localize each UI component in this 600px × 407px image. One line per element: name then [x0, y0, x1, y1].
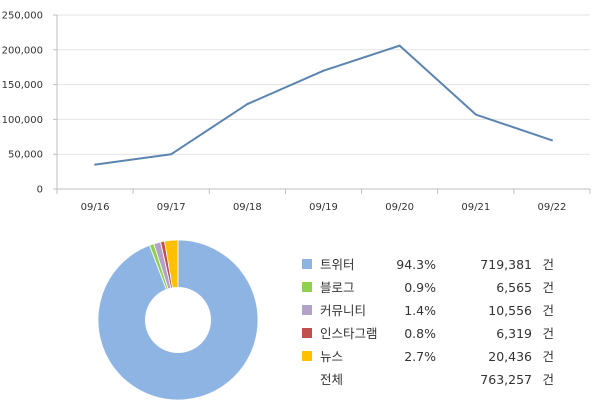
y-tick-label: 100,000 — [2, 115, 43, 126]
series-line — [94, 44, 553, 166]
gridlines — [57, 14, 590, 155]
legend-total-label: 전체 — [320, 372, 344, 387]
legend-label: 인스타그램 — [320, 326, 378, 341]
line-chart: 0 50,000 100,000 150,000 200,000 250,000 09/1… — [2, 11, 591, 213]
legend-swatch-twitter — [302, 259, 312, 269]
y-tick-label: 50,000 — [8, 150, 43, 161]
legend-total-unit: 건 — [542, 372, 554, 387]
y-axis: 0 50,000 100,000 150,000 200,000 250,000 — [2, 11, 58, 196]
data-point — [170, 153, 173, 156]
legend-label: 뉴스 — [320, 349, 344, 364]
legend-unit: 건 — [542, 257, 554, 272]
legend-row-total: 전체 763,257 건 — [300, 368, 560, 391]
legend-count: 6,565 — [496, 280, 532, 295]
legend-count: 6,319 — [496, 326, 532, 341]
legend-unit: 건 — [542, 280, 554, 295]
legend-count: 20,436 — [488, 349, 532, 364]
legend-label: 블로그 — [320, 280, 355, 295]
legend-unit: 건 — [542, 349, 554, 364]
data-point — [94, 163, 97, 166]
legend-total-count: 763,257 — [480, 372, 532, 387]
x-tick-label: 09/17 — [157, 202, 186, 213]
y-tick-label: 200,000 — [2, 45, 43, 56]
data-point — [246, 103, 249, 106]
x-tick-label: 09/16 — [81, 202, 110, 213]
data-point — [322, 69, 325, 72]
legend-swatch-community — [302, 305, 312, 315]
donut-chart — [97, 239, 259, 401]
legend-row-blog: 블로그 0.9% 6,565 건 — [300, 276, 560, 299]
x-tick-label: 09/22 — [538, 202, 567, 213]
legend-swatch-instagram — [302, 328, 312, 338]
donut-legend: 트위터 94.3% 719,381 건 블로그 0.9% 6,565 건 커뮤니… — [300, 253, 560, 391]
legend-row-twitter: 트위터 94.3% 719,381 건 — [300, 253, 560, 276]
y-tick-label: 150,000 — [2, 80, 43, 91]
x-axis: 09/16 09/17 09/18 09/19 09/20 09/21 09/22 — [56, 188, 591, 213]
data-point — [550, 139, 553, 142]
legend-row-instagram: 인스타그램 0.8% 6,319 건 — [300, 322, 560, 345]
legend-row-news: 뉴스 2.7% 20,436 건 — [300, 345, 560, 368]
legend-unit: 건 — [542, 303, 554, 318]
series-polyline — [94, 44, 553, 166]
y-tick-label: 250,000 — [2, 11, 43, 22]
legend-row-community: 커뮤니티 1.4% 10,556 건 — [300, 299, 560, 322]
data-point — [398, 44, 401, 47]
legend-unit: 건 — [542, 326, 554, 341]
legend-percent: 94.3% — [396, 257, 436, 272]
data-point — [474, 113, 477, 116]
x-tick-label: 09/21 — [461, 202, 490, 213]
donut-hole — [145, 287, 211, 353]
x-tick-label: 09/19 — [309, 202, 338, 213]
y-tick-label: 0 — [37, 185, 43, 196]
x-tick-label: 09/18 — [233, 202, 262, 213]
legend-label: 커뮤니티 — [320, 303, 367, 318]
legend-percent: 0.9% — [404, 280, 436, 295]
x-tick-label: 09/20 — [385, 202, 414, 213]
legend-swatch-blog — [302, 282, 312, 292]
legend-swatch-news — [302, 351, 312, 361]
legend-percent: 2.7% — [404, 349, 436, 364]
legend-count: 719,381 — [480, 257, 532, 272]
legend-count: 10,556 — [488, 303, 532, 318]
legend-percent: 0.8% — [404, 326, 436, 341]
legend-label: 트위터 — [320, 257, 355, 272]
legend-percent: 1.4% — [404, 303, 436, 318]
